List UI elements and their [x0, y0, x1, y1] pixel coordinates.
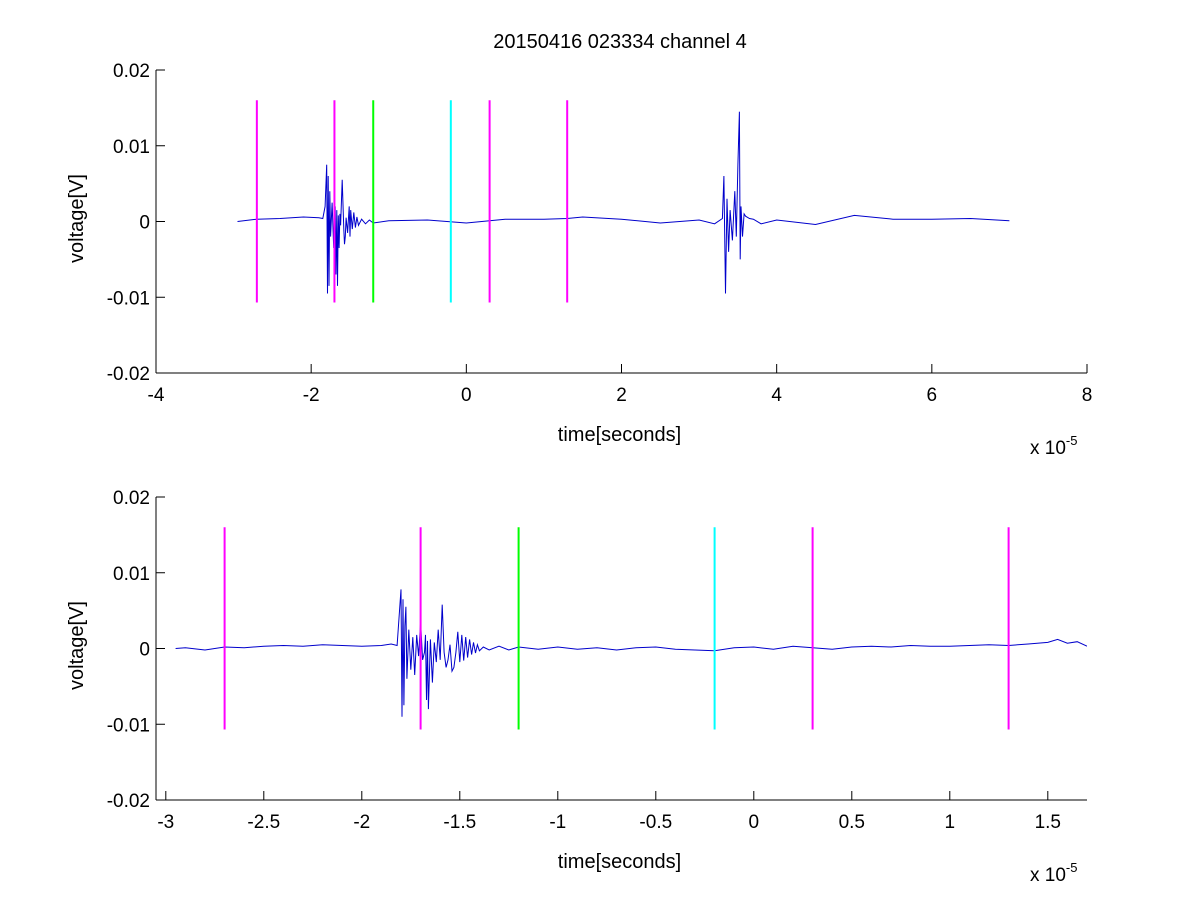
x-multiplier-label: x 10-5	[1030, 433, 1077, 459]
y-tick-label: 0.02	[113, 61, 150, 82]
x-tick-label: 8	[1082, 385, 1093, 406]
x-tick-label: -2.5	[247, 812, 280, 833]
x-tick-label: -1	[549, 812, 566, 833]
y-tick-label: 0	[139, 213, 150, 234]
figure-title: 20150416 023334 channel 4	[493, 31, 747, 53]
y-tick-label: -0.01	[107, 288, 150, 309]
x-tick-label: 1.5	[1035, 812, 1061, 833]
y-axis-label: voltage[V]	[66, 174, 88, 263]
x-tick-label: -2	[303, 385, 320, 406]
y-tick-label: 0.01	[113, 137, 150, 158]
x-tick-label: 4	[771, 385, 782, 406]
x-axis-label: time[seconds]	[558, 424, 681, 446]
x-tick-label: 0	[749, 812, 760, 833]
x-tick-label: 6	[927, 385, 938, 406]
x-tick-label: -3	[157, 812, 174, 833]
signal-trace	[175, 589, 1087, 717]
x-tick-label: 0.5	[839, 812, 865, 833]
x-tick-label: -4	[148, 385, 165, 406]
top-plot: -4 -2 0 2 4 6 8 -0.02 -0.01 0 0.01 0.02 time[seconds…	[66, 61, 1092, 459]
x-tick-label: 0	[461, 385, 472, 406]
x-tick-label: -0.5	[639, 812, 672, 833]
bottom-plot: -3 -2.5 -2 -1.5 -1 -0.5 0 0.5 1 1.5 -0.02 -0.01 0 0.0…	[66, 488, 1087, 886]
y-tick-label: 0.02	[113, 488, 150, 509]
x-axis-label: time[seconds]	[558, 851, 681, 873]
y-tick-label: -0.02	[107, 364, 150, 385]
signal-trace	[237, 111, 1010, 294]
y-tick-label: -0.02	[107, 791, 150, 812]
y-tick-label: -0.01	[107, 715, 150, 736]
x-tick-label: -2	[353, 812, 370, 833]
x-multiplier-exponent: -5	[1066, 860, 1078, 875]
x-multiplier-exponent: -5	[1066, 433, 1078, 448]
x-tick-label: 1	[945, 812, 956, 833]
x-tick-label: 2	[616, 385, 627, 406]
y-tick-label: 0	[139, 640, 150, 661]
y-axis-label: voltage[V]	[66, 601, 88, 690]
x-tick-label: -1.5	[443, 812, 476, 833]
x-multiplier-label: x 10-5	[1030, 860, 1077, 886]
y-tick-label: 0.01	[113, 564, 150, 585]
